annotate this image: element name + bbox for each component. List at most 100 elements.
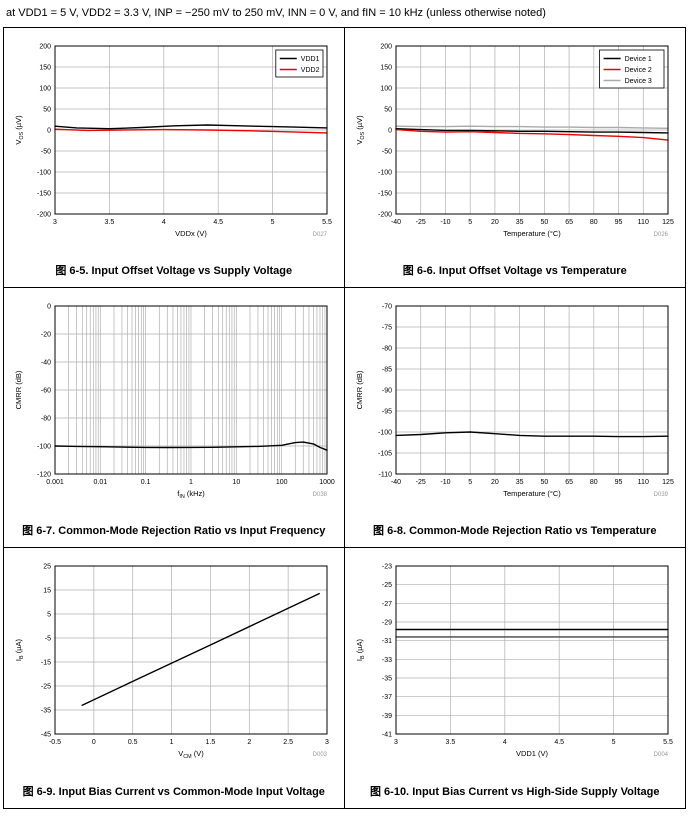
chart-canvas: -40 -25 -10 5 20 35 50 65 80 95 110 125-70-75-80-85…	[355, 304, 674, 499]
svg-text:0.001: 0.001	[46, 479, 64, 486]
svg-text:D027: D027	[312, 232, 327, 238]
svg-text:35: 35	[515, 479, 523, 486]
svg-text:D004: D004	[653, 752, 668, 758]
svg-text:CMRR (dB): CMRR (dB)	[355, 370, 364, 409]
svg-text:1: 1	[169, 739, 173, 746]
svg-text:80: 80	[590, 219, 598, 226]
svg-text:5: 5	[47, 612, 51, 619]
chart-canvas: 3 3.5 4 4.5 5 5.5 -23 -25 -27 -29 -31 -33 -35 -37 -39 -…	[355, 564, 673, 759]
svg-text:4: 4	[503, 739, 507, 746]
svg-text:2.5: 2.5	[283, 739, 293, 746]
svg-text:CMRR (dB): CMRR (dB)	[14, 370, 23, 409]
svg-text:5: 5	[468, 219, 472, 226]
svg-text:1: 1	[189, 479, 193, 486]
svg-text:-75: -75	[382, 325, 392, 332]
svg-text:-200: -200	[378, 212, 392, 219]
svg-text:25: 25	[43, 564, 51, 571]
svg-text:-31: -31	[382, 638, 392, 645]
svg-text:-25: -25	[41, 684, 51, 691]
chart-canvas: -40 -25 -10 5 20 35 50 65 80 95 110 125 200 150 100 50 0…	[355, 44, 674, 239]
figure-title: Common-Mode Rejection Ratio vs Input Fre…	[58, 525, 326, 537]
svg-text:Temperature (°C): Temperature (°C)	[503, 489, 561, 498]
svg-text:-25: -25	[415, 219, 425, 226]
svg-text:-33: -33	[382, 657, 392, 664]
svg-text:15: 15	[43, 588, 51, 595]
svg-text:IB (µA): IB (µA)	[14, 638, 25, 661]
svg-text:0.01: 0.01	[93, 479, 107, 486]
svg-text:-20: -20	[41, 332, 51, 339]
svg-text:1000: 1000	[319, 479, 335, 486]
svg-text:VDDx (V): VDDx (V)	[175, 229, 207, 238]
svg-text:-80: -80	[382, 346, 392, 353]
svg-text:-105: -105	[378, 451, 392, 458]
svg-text:-120: -120	[37, 472, 51, 479]
svg-text:5.5: 5.5	[322, 219, 332, 226]
svg-text:10: 10	[232, 479, 240, 486]
svg-text:-90: -90	[382, 388, 392, 395]
svg-text:50: 50	[384, 107, 392, 114]
chart-input-bias-current-vs-common-mode-voltage: -0.5 0 0.5 1 1.5 2 2.5 3 25 15 5 -5 -15 -25 -35 -45 VCM …	[8, 556, 340, 772]
svg-text:fIN (kHz): fIN (kHz)	[177, 489, 205, 500]
svg-text:125: 125	[662, 479, 674, 486]
svg-text:65: 65	[565, 479, 573, 486]
svg-text:-40: -40	[391, 219, 401, 226]
figure-caption: 图 6-10. Input Bias Current vs High-Side …	[370, 783, 660, 799]
svg-text:150: 150	[39, 65, 51, 72]
figure-title: Common-Mode Rejection Ratio vs Temperatu…	[409, 525, 657, 537]
svg-text:VCM (V): VCM (V)	[178, 749, 204, 760]
svg-text:-60: -60	[41, 388, 51, 395]
svg-text:200: 200	[39, 44, 51, 51]
svg-text:5: 5	[270, 219, 274, 226]
svg-text:100: 100	[380, 86, 392, 93]
svg-text:0: 0	[47, 128, 51, 135]
figure-title: Input Bias Current vs High-Side Supply V…	[412, 786, 660, 798]
svg-text:4.5: 4.5	[554, 739, 564, 746]
svg-text:-5: -5	[45, 636, 51, 643]
test-conditions-text: at VDD1 = 5 V, VDD2 = 3.3 V, INP = −250 …	[6, 7, 546, 19]
figure-label: 图 6-5.	[55, 265, 89, 277]
svg-text:-37: -37	[382, 694, 392, 701]
svg-text:0: 0	[92, 739, 96, 746]
svg-text:110: 110	[637, 479, 648, 486]
svg-text:-95: -95	[382, 409, 392, 416]
svg-text:35: 35	[515, 219, 523, 226]
svg-text:-39: -39	[382, 713, 392, 720]
chart-legend: Device 1 Device 2 Device 3	[598, 49, 665, 89]
figure-label: 图 6-7.	[22, 525, 56, 537]
svg-text:20: 20	[491, 219, 499, 226]
figure-label: 图 6-9.	[22, 786, 56, 798]
svg-text:Temperature (°C): Temperature (°C)	[503, 229, 561, 238]
figure-grid: 3 3.5 4 4.5 5 5.5 200 150 100 50 0 -50 -100 -150 -200 V…	[3, 27, 686, 809]
figure-title: Input Bias Current vs Common-Mode Input …	[58, 786, 325, 798]
svg-text:50: 50	[540, 479, 548, 486]
svg-text:Device 2: Device 2	[624, 67, 651, 74]
figure-cell-6-9: -0.5 0 0.5 1 1.5 2 2.5 3 25 15 5 -5 -15 -25 -35 -45 VCM …	[4, 548, 345, 808]
svg-text:VOS (µV): VOS (µV)	[14, 115, 25, 145]
svg-text:50: 50	[540, 219, 548, 226]
svg-text:VOS (µV): VOS (µV)	[355, 115, 366, 145]
figure-label: 图 6-6.	[402, 265, 436, 277]
svg-text:0.5: 0.5	[128, 739, 138, 746]
svg-text:-200: -200	[37, 212, 51, 219]
svg-text:-150: -150	[37, 191, 51, 198]
svg-text:-23: -23	[382, 564, 392, 571]
svg-text:3.5: 3.5	[445, 739, 455, 746]
svg-text:-150: -150	[378, 191, 392, 198]
svg-text:-50: -50	[382, 149, 392, 156]
figure-title: Input Offset Voltage vs Temperature	[438, 265, 627, 277]
figure-caption: 图 6-7. Common-Mode Rejection Ratio vs In…	[22, 522, 325, 538]
svg-text:-50: -50	[41, 149, 51, 156]
chart-input-bias-current-vs-high-side-supply: 3 3.5 4 4.5 5 5.5 -23 -25 -27 -29 -31 -33 -35 -37 -39 -…	[349, 556, 681, 772]
svg-text:80: 80	[590, 479, 598, 486]
svg-text:125: 125	[662, 219, 674, 226]
svg-text:-35: -35	[382, 676, 392, 683]
svg-text:D038: D038	[312, 492, 327, 498]
svg-text:100: 100	[276, 479, 288, 486]
svg-text:5.5: 5.5	[663, 739, 673, 746]
svg-text:4.5: 4.5	[213, 219, 223, 226]
svg-text:Device 1: Device 1	[624, 56, 651, 63]
chart-cmrr-vs-temperature: -40 -25 -10 5 20 35 50 65 80 95 110 125 -70 -75 -80 -85…	[349, 296, 681, 512]
svg-text:0: 0	[388, 128, 392, 135]
svg-text:-35: -35	[41, 708, 51, 715]
svg-text:1.5: 1.5	[205, 739, 215, 746]
